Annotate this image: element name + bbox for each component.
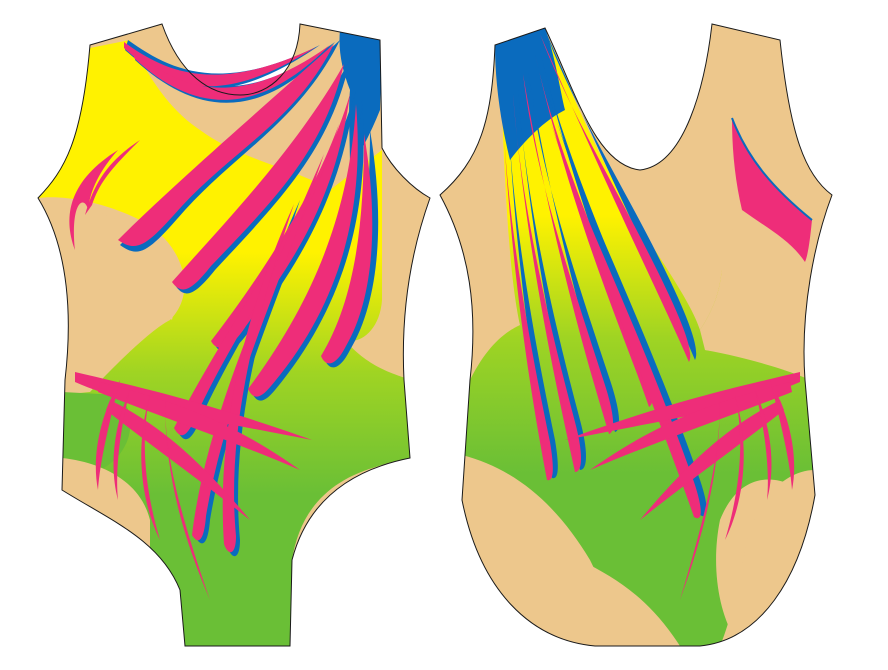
front-feather-strokes (69, 40, 379, 600)
back-outline (439, 23, 833, 647)
front-blue-shoulder (339, 30, 382, 170)
back-blue-shoulder (495, 28, 565, 160)
back-feather-strokes (503, 30, 813, 600)
front-view-leotard (37, 23, 431, 647)
front-outline (37, 23, 431, 647)
back-view-leotard (439, 23, 833, 647)
